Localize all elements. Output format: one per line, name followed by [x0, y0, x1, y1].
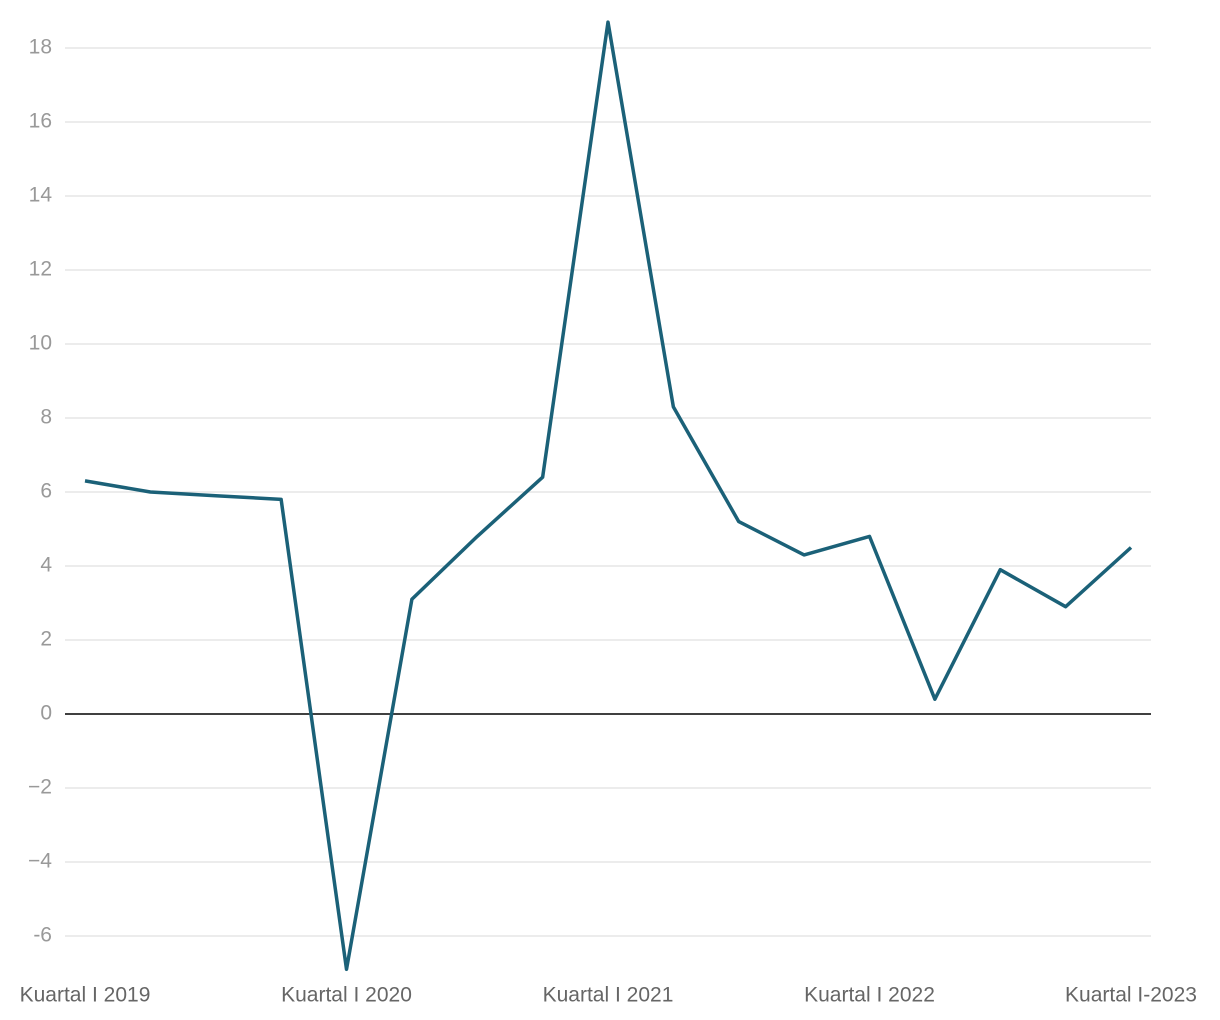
y-tick-label: −2	[28, 776, 52, 799]
x-tick-label: Kuartal I 2021	[543, 984, 674, 1007]
y-tick-label: 4	[40, 554, 52, 577]
x-tick-label: Kuartal I 2020	[281, 984, 412, 1007]
y-tick-label: 14	[29, 184, 53, 207]
x-tick-label: Kuartal I-2023	[1065, 984, 1197, 1007]
y-tick-label: 6	[40, 480, 52, 503]
y-tick-label: 12	[29, 258, 52, 281]
x-tick-label: Kuartal I 2022	[804, 984, 935, 1007]
x-tick-label: Kuartal I 2019	[20, 984, 151, 1007]
y-tick-label: -6	[33, 924, 52, 947]
y-tick-label: 2	[40, 628, 52, 651]
y-tick-label: 18	[29, 36, 52, 59]
y-tick-label: 10	[29, 332, 52, 355]
y-tick-label: 0	[40, 702, 52, 725]
y-tick-label: 8	[40, 406, 52, 429]
y-tick-label: 16	[29, 110, 52, 133]
y-tick-label: −4	[28, 850, 52, 873]
line-series	[84, 20, 1133, 972]
